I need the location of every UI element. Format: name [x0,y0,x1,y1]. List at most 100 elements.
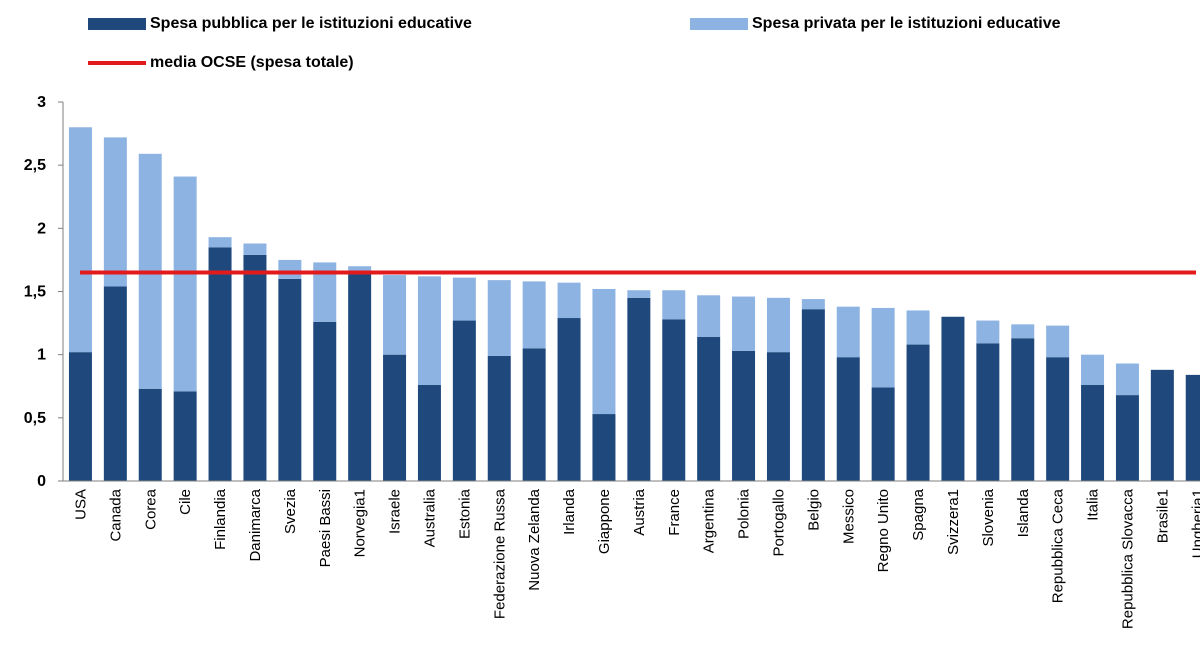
bar-public-estonia [452,320,476,481]
x-tick-label-islanda: Islanda [1015,488,1032,537]
x-tick-label-messico: Messico [840,489,857,544]
bar-private-france [662,290,686,320]
bar-public-federazione-russa [487,355,511,481]
bar-private-italia [1081,354,1105,385]
bar-public-messico [836,357,860,481]
x-tick-label-repubblica-ceca: Repubblica Ceca [1050,488,1067,603]
bar-private-giappone [592,288,616,415]
bar-private-nuova-zelanda [522,281,546,349]
y-tick-label: 0 [37,473,46,490]
bar-private-israele [383,275,407,355]
x-tick-label-belgio: Belgio [805,489,822,531]
bar-public-paesi-bassi [313,321,337,481]
bar-private-paesi-bassi [313,262,337,322]
x-tick-label-svezia: Svezia [282,488,299,534]
bar-private-irlanda [557,282,581,319]
x-tick-label-portogallo: Portogallo [770,489,787,557]
bar-public-corea [138,388,162,481]
bar-public-islanda [1011,338,1035,481]
bar-public-canada [103,286,127,481]
bar-private-svezia [278,259,302,279]
bar-public-belgio [801,309,825,481]
bar-public-israele [383,354,407,481]
bar-private-portogallo [766,297,790,353]
x-tick-label-finlandia: Finlandia [212,488,229,550]
bar-public-portogallo [766,352,790,481]
legend-label-oecd-average: media OCSE (spesa totale) [150,54,354,71]
bar-private-federazione-russa [487,280,511,356]
x-tick-label-norvegia1: Norvegia1 [352,489,369,557]
legend-item-public: Spesa pubblica per le istituzioni educat… [88,15,472,33]
x-axis: USA Canada Corea Cile Finlandia Danimarca Svez… [63,480,1200,629]
bar-public-irlanda [557,318,581,481]
bar-public-slovenia [976,343,1000,481]
bar-public-polonia [732,350,756,481]
bar-private-canada [103,137,127,287]
y-tick-label: 2,5 [24,157,46,174]
bar-private-austria [627,290,651,298]
y-tick-label: 1 [37,347,46,364]
bar-public-australia [417,384,441,481]
y-axis: 0 0,5 1 1,5 2 2,5 3 [24,94,64,490]
bar-public-giappone [592,414,616,481]
x-tick-label-canada: Canada [107,488,124,541]
bar-private-slovenia [976,320,1000,344]
bar-public-regno-unito [871,387,895,481]
x-tick-label-usa: USA [72,489,89,520]
chart-legend: Spesa pubblica per le istituzioni educat… [0,0,1200,80]
bar-public-danimarca [243,254,267,481]
x-tick-label-argentina: Argentina [701,488,718,553]
bar-public-finlandia [208,247,232,481]
x-tick-label-israele: Israele [387,489,404,534]
x-tick-label-polonia: Polonia [736,488,753,539]
bar-public-spagna [906,344,930,481]
bar-public-repubblica-slovacca [1115,395,1139,481]
bar-private-repubblica-slovacca [1115,363,1139,396]
x-tick-label-cile: Cile [177,489,194,515]
bar-private-belgio [801,299,825,310]
bar-public-nuova-zelanda [522,348,546,481]
x-tick-label-italia: Italia [1085,488,1102,520]
bar-public-repubblica-ceca [1046,357,1070,481]
x-tick-label-nuova-zelanda: Nuova Zelanda [526,488,543,590]
bar-private-messico [836,306,860,358]
bar-public-usa [68,352,92,481]
bar-public-svizzera1 [941,316,965,481]
x-tick-label-austria: Austria [631,488,648,535]
y-tick-label: 0,5 [24,410,46,427]
x-tick-label-brasile1: Brasile1 [1154,489,1171,543]
legend-swatch-private [690,18,748,30]
bar-public-norvegia1 [348,272,372,481]
x-tick-label-slovenia: Slovenia [980,488,997,546]
x-tick-label-repubblica-slovacca: Repubblica Slovacca [1119,488,1136,629]
x-tick-label-paesi-bassi: Paesi Bassi [317,489,334,567]
y-tick-label: 2 [37,220,46,237]
bar-private-argentina [697,295,721,337]
legend-label-public: Spesa pubblica per le istituzioni educat… [150,15,472,32]
legend-item-private: Spesa privata per le istituzioni educati… [690,15,1061,33]
x-tick-label-giappone: Giappone [596,489,613,554]
x-tick-label-irlanda: Irlanda [561,488,578,535]
x-tick-label-svizzera1: Svizzera1 [945,489,962,555]
bar-private-estonia [452,277,476,321]
x-tick-label-regno-unito: Regno Unito [875,489,892,572]
legend-line-oecd-average [88,61,146,65]
bar-private-islanda [1011,324,1035,339]
bar-private-norvegia1 [348,266,372,273]
bar-public-france [662,319,686,481]
bar-private-spagna [906,310,930,345]
bar-private-regno-unito [871,307,895,388]
bar-public-ungheria1 [1185,374,1200,481]
bar-public-austria [627,297,651,481]
bar-public-brasile1 [1150,369,1174,481]
x-tick-label-corea: Corea [142,488,159,530]
bar-public-argentina [697,336,721,481]
legend-label-private: Spesa privata per le istituzioni educati… [752,15,1061,32]
y-tick-label: 3 [37,94,46,111]
bar-public-svezia [278,278,302,481]
bar-private-usa [68,127,92,353]
bar-private-danimarca [243,243,267,255]
x-tick-label-ungheria1: Ungheria1 [1189,489,1200,558]
x-tick-label-estonia: Estonia [456,488,473,539]
